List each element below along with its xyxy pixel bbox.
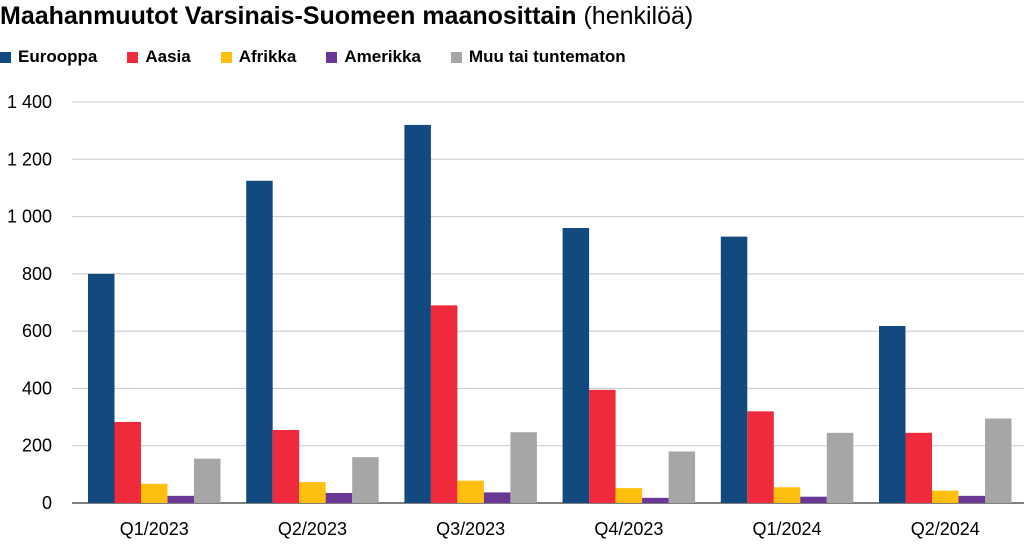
legend-item-amerikka: Amerikka	[326, 47, 421, 67]
legend-label: Amerikka	[344, 47, 421, 66]
bar-amerikka-q1-2023	[167, 495, 194, 503]
bar-muu-tai-tuntematon-q2-2023	[352, 457, 379, 503]
bar-afrikka-q4-2023	[615, 488, 643, 503]
bar-aasia-q2-2023	[272, 429, 300, 503]
x-category-label: Q2/2023	[278, 519, 347, 539]
legend: Eurooppa Aasia Afrikka Amerikka Muu tai …	[0, 47, 656, 67]
legend-swatch	[0, 51, 11, 63]
bar-amerikka-q2-2024	[958, 495, 985, 503]
y-tick-label: 400	[22, 378, 52, 398]
x-category-label: Q4/2023	[594, 519, 663, 539]
chart-title-main: Maahanmuutot Varsinais-Suomeen maanositt…	[0, 2, 577, 30]
y-tick-label: 1 200	[7, 149, 52, 169]
bar-aasia-q2-2024	[905, 432, 932, 503]
bar-muu-tai-tuntematon-q4-2023	[668, 451, 696, 503]
y-tick-label: 1 400	[7, 92, 52, 112]
legend-item-aasia: Aasia	[127, 47, 191, 67]
legend-label: Eurooppa	[18, 47, 98, 66]
legend-swatch	[450, 51, 462, 63]
x-category-label: Q2/2024	[911, 519, 980, 539]
bar-afrikka-q3-2023	[457, 480, 484, 503]
bar-eurooppa-q4-2023	[562, 228, 590, 503]
bar-amerikka-q1-2024	[800, 496, 827, 503]
legend-swatch	[127, 51, 139, 63]
legend-label: Muu tai tuntematon	[468, 47, 626, 66]
legend-label: Aasia	[145, 47, 191, 66]
chart-title: Maahanmuutot Varsinais-Suomeen maanositt…	[0, 2, 693, 31]
x-category-label: Q1/2023	[120, 519, 189, 539]
bar-amerikka-q4-2023	[642, 497, 669, 503]
bar-amerikka-q2-2023	[325, 492, 353, 503]
y-tick-label: 200	[22, 436, 52, 456]
y-tick-label: 800	[22, 264, 52, 284]
bar-aasia-q1-2023	[114, 421, 141, 503]
bar-aasia-q4-2023	[589, 389, 616, 503]
bar-afrikka-q2-2023	[299, 482, 326, 503]
bar-afrikka-q1-2024	[773, 487, 801, 503]
bar-afrikka-q1-2023	[141, 483, 168, 503]
bar-muu-tai-tuntematon-q2-2024	[985, 418, 1012, 503]
bar-muu-tai-tuntematon-q3-2023	[510, 432, 537, 503]
x-category-label: Q1/2024	[753, 519, 822, 539]
legend-item-eurooppa: Eurooppa	[0, 47, 97, 67]
legend-swatch	[326, 51, 338, 63]
bar-eurooppa-q3-2023	[404, 124, 431, 504]
x-category-label: Q3/2023	[436, 519, 505, 539]
bar-muu-tai-tuntematon-q1-2024	[826, 432, 854, 503]
bar-amerikka-q3-2023	[483, 492, 511, 503]
y-tick-label: 1 000	[7, 207, 52, 227]
legend-item-muu: Muu tai tuntematon	[450, 47, 626, 67]
bar-eurooppa-q1-2023	[88, 273, 115, 503]
legend-item-afrikka: Afrikka	[220, 47, 297, 67]
bar-afrikka-q2-2024	[932, 490, 959, 503]
bar-eurooppa-q2-2024	[879, 325, 906, 503]
legend-swatch	[220, 51, 232, 63]
bar-aasia-q3-2023	[430, 305, 458, 503]
chart-subtitle: (henkilöä)	[583, 2, 694, 30]
bar-eurooppa-q2-2023	[246, 180, 273, 503]
bar-aasia-q1-2024	[747, 411, 774, 503]
bar-eurooppa-q1-2024	[720, 236, 748, 503]
legend-label: Afrikka	[238, 47, 297, 66]
bar-muu-tai-tuntematon-q1-2023	[194, 458, 221, 503]
y-tick-label: 0	[42, 493, 52, 513]
y-tick-label: 600	[22, 321, 52, 341]
